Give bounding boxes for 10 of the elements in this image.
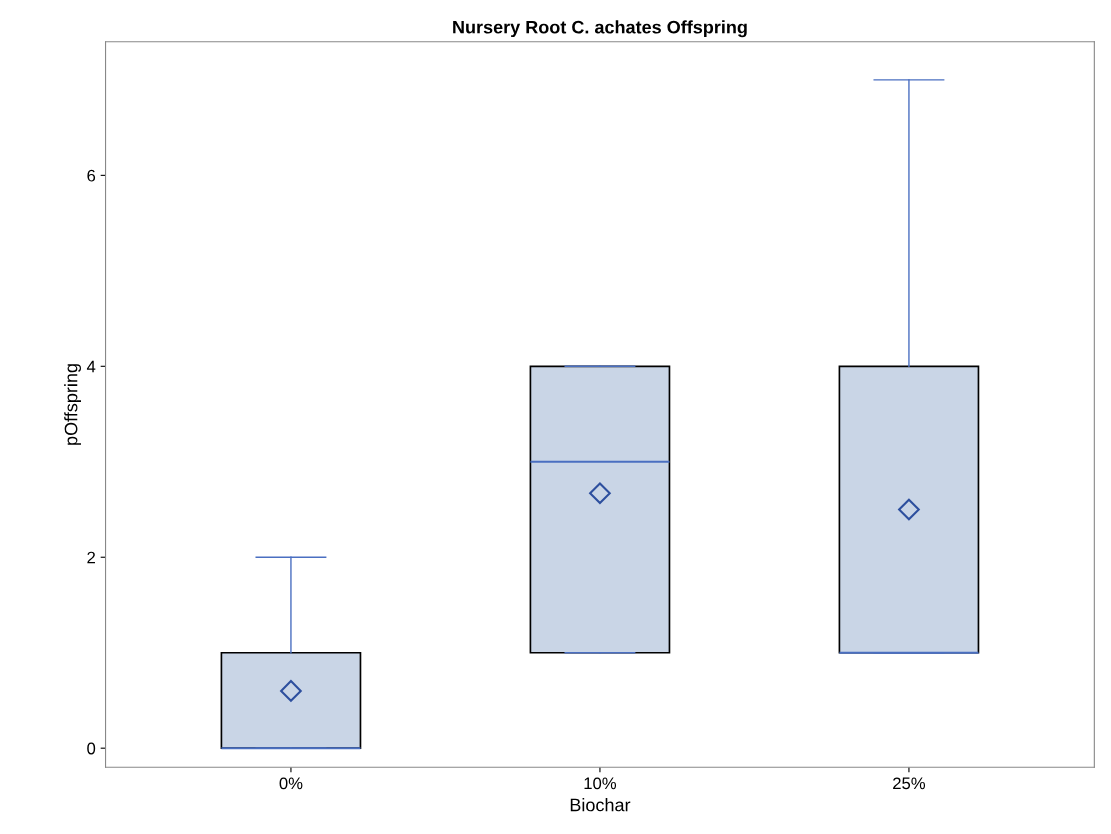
x-tick-label: 0% [279, 777, 303, 790]
x-axis-title: Biochar [570, 798, 631, 812]
y-tick-label: 0 [87, 742, 96, 755]
y-tick-label: 2 [87, 551, 95, 564]
y-axis-title: pOffspring [64, 364, 81, 445]
chart-title: Nursery Root C. achates Offspring [453, 20, 747, 38]
y-tick-label: 6 [87, 169, 96, 182]
y-tick-label: 4 [86, 360, 96, 373]
x-tick-label: 10% [584, 777, 617, 790]
x-tick-label: 25% [893, 777, 926, 790]
